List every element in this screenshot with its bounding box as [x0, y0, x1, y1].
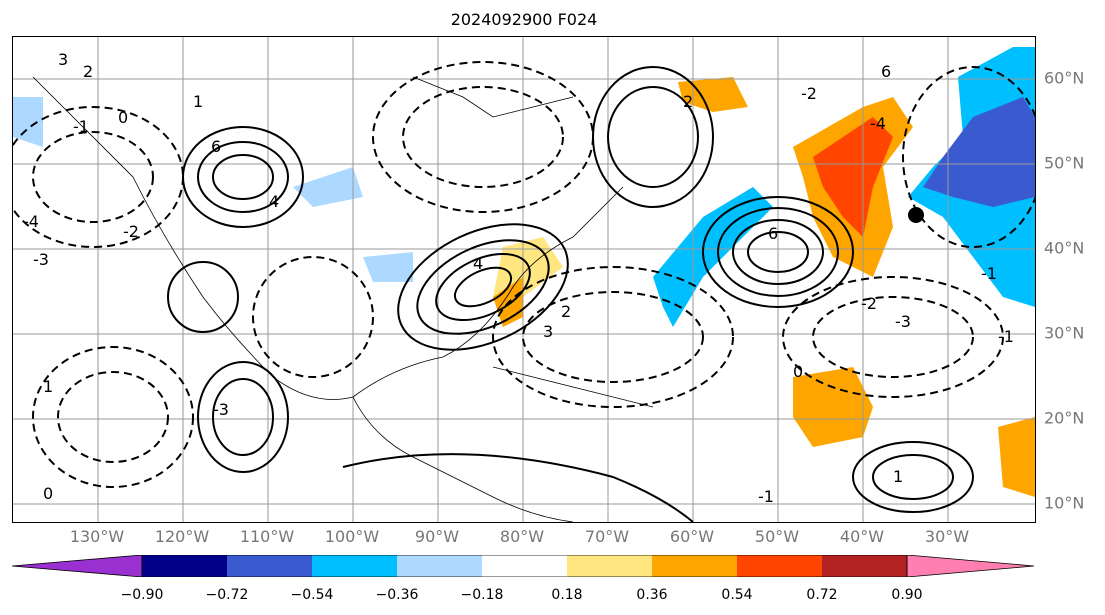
contour-label: -3	[895, 312, 911, 331]
colorbar-segment	[227, 555, 312, 577]
colorbar-segment	[142, 555, 227, 577]
lat-label: 10°N	[1044, 493, 1085, 513]
lon-label: 90°W	[414, 527, 460, 546]
colorbar-tick: 0.36	[636, 587, 668, 603]
negative-anomaly-central-us	[363, 252, 413, 282]
contour-label: -3	[33, 250, 49, 269]
colorbar-tick: 0.72	[806, 587, 838, 603]
contour-label: -1	[998, 327, 1014, 346]
contour-label: 1	[893, 467, 903, 486]
contour-label: 2	[83, 62, 93, 81]
colorbar-graphic	[12, 555, 1034, 577]
colorbar-tick: −0.36	[375, 587, 419, 603]
contour-label: 0	[793, 362, 803, 381]
contour-label: -2	[123, 222, 139, 241]
shaded-anomalies	[13, 47, 1035, 497]
lat-label: 60°N	[1044, 68, 1085, 88]
colorbar-tick: −0.72	[205, 587, 249, 603]
lon-label: 70°W	[584, 527, 630, 546]
contour-label: -3	[213, 400, 229, 419]
negative-anomaly-west-coast	[13, 97, 43, 147]
colorbar-tick: −0.90	[120, 587, 164, 603]
contour-label: 6	[881, 62, 891, 81]
lat-label: 50°N	[1044, 153, 1085, 173]
map-canvas: 3 2 6 4 0 1 -1 -4 -3 -2 4 3 2 6 -4 6 -3 …	[13, 37, 1035, 522]
colorbar-tick: 0.54	[721, 587, 753, 603]
negative-contours	[13, 61, 1035, 488]
colorbar-tick: 0.18	[551, 587, 583, 603]
colorbar-segment	[567, 555, 652, 577]
colorbar-tick: −0.54	[290, 587, 334, 603]
contour-label: 2	[683, 92, 693, 111]
contour-label: -4	[870, 114, 886, 133]
contour-label: -4	[23, 212, 39, 231]
negative-anomaly-west-atlantic	[653, 187, 773, 327]
contour-label: -1	[981, 264, 997, 283]
positive-anomaly-east-tropical	[998, 417, 1035, 497]
lon-label: 40°W	[839, 527, 885, 546]
lat-label: 40°N	[1044, 238, 1085, 258]
colorbar-segment	[397, 555, 482, 577]
contour-label: 2	[561, 302, 571, 321]
contour-label: 1	[193, 92, 203, 111]
lon-label: 50°W	[754, 527, 800, 546]
map-panel: 3 2 6 4 0 1 -1 -4 -3 -2 4 3 2 6 -4 6 -3 …	[12, 36, 1036, 523]
positive-anomaly-north	[678, 77, 748, 112]
contour-label: 4	[269, 192, 279, 211]
colorbar-segment	[312, 555, 397, 577]
contour-label: 1	[43, 377, 53, 396]
colorbar-segment	[822, 555, 907, 577]
lon-label: 110°W	[239, 527, 295, 546]
contour-label: -2	[801, 84, 817, 103]
map-title: 2024092900 F024	[450, 10, 598, 29]
contour-label-group: 3 2 6 4 0 1 -1 -4 -3 -2 4 3 2 6 -4 6 -3 …	[23, 50, 1014, 506]
lon-label: 30°W	[924, 527, 970, 546]
lat-label: 30°N	[1044, 323, 1085, 343]
graticule	[13, 37, 1035, 522]
lat-label: 20°N	[1044, 408, 1085, 428]
lon-label: 120°W	[154, 527, 210, 546]
coastlines	[32, 76, 654, 522]
negative-anomaly-plains	[293, 167, 363, 207]
lon-label: 100°W	[324, 527, 380, 546]
contour-label: 6	[768, 224, 778, 243]
colorbar-segment	[482, 555, 567, 577]
positive-contours	[167, 66, 974, 522]
strong-positive-anomaly-area	[813, 117, 893, 237]
colorbar-segment	[737, 555, 822, 577]
location-marker-icon	[908, 207, 924, 223]
contour-label: -2	[861, 294, 877, 313]
contour-label: 0	[43, 484, 53, 503]
contour-label: 3	[58, 50, 68, 69]
contour-label: -1	[758, 487, 774, 506]
contour-label: 6	[211, 137, 221, 156]
contour-label: 4	[473, 254, 483, 273]
colorbar-tick: 0.90	[891, 587, 923, 603]
colorbar-segment	[652, 555, 737, 577]
colorbar-extend-high	[906, 555, 1034, 577]
contour-label: 3	[543, 322, 553, 341]
lon-label: 130°W	[69, 527, 125, 546]
positive-anomaly-tropical-atlantic	[793, 367, 873, 447]
lon-label: 60°W	[669, 527, 715, 546]
contour-label: 0	[118, 108, 128, 127]
colorbar	[12, 555, 1034, 577]
lon-label: 80°W	[499, 527, 545, 546]
colorbar-extend-low	[12, 555, 143, 577]
contour-label: -1	[73, 117, 89, 136]
colorbar-tick: −0.18	[460, 587, 504, 603]
strong-negative-anomaly-area	[923, 97, 1035, 207]
